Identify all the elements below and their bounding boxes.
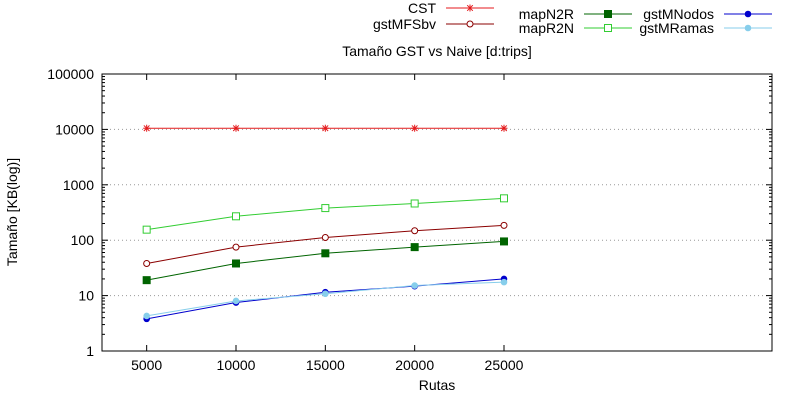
y-axis: 1 10 100 1000 10000 100000 bbox=[47, 66, 772, 359]
data-point-mapr2n bbox=[142, 225, 151, 234]
data-point-gstmramas bbox=[143, 312, 150, 320]
legend-label-gstmramas: gstMRamas bbox=[639, 20, 714, 36]
x-tick-label: 25000 bbox=[485, 357, 524, 373]
marker-stroke bbox=[322, 125, 329, 132]
y-tick-label: 100000 bbox=[47, 66, 94, 82]
grid bbox=[102, 128, 772, 297]
legend-entry-gstmfsbv: gstMFSbv bbox=[373, 16, 494, 32]
legend-label-gstmfsbv: gstMFSbv bbox=[373, 16, 436, 32]
series-layer bbox=[142, 124, 508, 323]
legend-label-mapr2n: mapR2N bbox=[519, 20, 574, 36]
y-axis-label: Tamaño [KB(log)] bbox=[4, 158, 20, 266]
legend-label-gstmnodos: gstMNodos bbox=[643, 6, 714, 22]
series-mapn2r bbox=[142, 237, 508, 285]
legend-marker-gstmfsbv bbox=[466, 20, 474, 28]
data-point-cst bbox=[232, 124, 240, 132]
data-point-gstmfsbv bbox=[232, 243, 240, 251]
y-tick-label: 100 bbox=[71, 232, 95, 248]
legend-label-mapn2r: mapN2R bbox=[519, 6, 574, 22]
legend-marker-cst bbox=[466, 4, 474, 12]
legend-entry-mapr2n: mapR2N bbox=[519, 20, 632, 36]
series-line-gstmramas bbox=[146, 281, 505, 317]
legend-marker-gstmnodos bbox=[744, 10, 752, 18]
y-tick-label: 1000 bbox=[63, 177, 94, 193]
data-point-gstmfsbv bbox=[321, 233, 329, 241]
data-point-mapn2r bbox=[142, 276, 151, 285]
plot-frame bbox=[101, 73, 773, 352]
data-point-gstmfsbv bbox=[143, 259, 151, 267]
data-point-cst bbox=[411, 124, 419, 132]
series-mapr2n bbox=[142, 194, 508, 234]
data-point-mapn2r bbox=[500, 237, 508, 246]
x-tick-label: 15000 bbox=[306, 357, 345, 373]
series-gstmramas bbox=[143, 278, 508, 320]
data-point-mapn2r bbox=[232, 259, 240, 268]
data-point-mapr2n bbox=[321, 204, 330, 213]
series-line-mapn2r bbox=[146, 240, 505, 281]
data-point-mapr2n bbox=[500, 194, 508, 203]
data-point-mapn2r bbox=[410, 243, 419, 252]
y-tick-label: 10 bbox=[78, 288, 94, 304]
marker-stroke bbox=[500, 125, 508, 132]
data-point-gstmramas bbox=[232, 297, 240, 305]
series-gstmnodos bbox=[143, 275, 508, 323]
data-point-cst bbox=[321, 124, 329, 132]
legend-entry-cst: CST bbox=[408, 0, 494, 16]
x-axis-label: Rutas bbox=[419, 377, 456, 393]
marker-stroke bbox=[411, 125, 418, 132]
data-point-cst bbox=[500, 124, 508, 132]
x-tick-label: 20000 bbox=[395, 357, 434, 373]
series-gstmfsbv bbox=[143, 221, 508, 267]
y-tick-label: 1 bbox=[86, 343, 94, 359]
marker-stroke bbox=[232, 125, 240, 132]
data-point-gstmramas bbox=[322, 290, 329, 298]
series-line-gstmnodos bbox=[146, 278, 505, 320]
chart-title: Tamaño GST vs Naive [d:trips] bbox=[342, 43, 532, 59]
legend-entry-mapn2r: mapN2R bbox=[519, 6, 632, 22]
legend-entry-gstmnodos: gstMNodos bbox=[643, 6, 772, 22]
data-point-gstmramas bbox=[411, 282, 418, 289]
data-point-gstmramas bbox=[500, 278, 508, 286]
series-cst bbox=[143, 124, 508, 132]
data-point-mapr2n bbox=[232, 212, 240, 221]
marker-stroke bbox=[466, 4, 474, 12]
y-tick-label: 10000 bbox=[55, 121, 94, 137]
data-point-gstmfsbv bbox=[411, 227, 419, 235]
legend-marker-gstmramas bbox=[744, 24, 752, 32]
series-line-mapr2n bbox=[146, 197, 505, 231]
data-point-mapn2r bbox=[321, 249, 330, 258]
legend-marker-mapr2n bbox=[604, 24, 612, 32]
x-tick-label: 5000 bbox=[131, 357, 162, 373]
legend-entry-gstmramas: gstMRamas bbox=[639, 20, 772, 36]
legend-marker-mapn2r bbox=[604, 10, 612, 18]
data-point-gstmfsbv bbox=[500, 221, 508, 229]
data-point-cst bbox=[143, 124, 151, 132]
x-axis: 5000 10000 15000 20000 25000 bbox=[131, 74, 524, 373]
marker-stroke bbox=[143, 125, 150, 132]
legend-label-cst: CST bbox=[408, 0, 436, 16]
data-point-mapr2n bbox=[410, 199, 419, 208]
x-tick-label: 10000 bbox=[217, 357, 256, 373]
